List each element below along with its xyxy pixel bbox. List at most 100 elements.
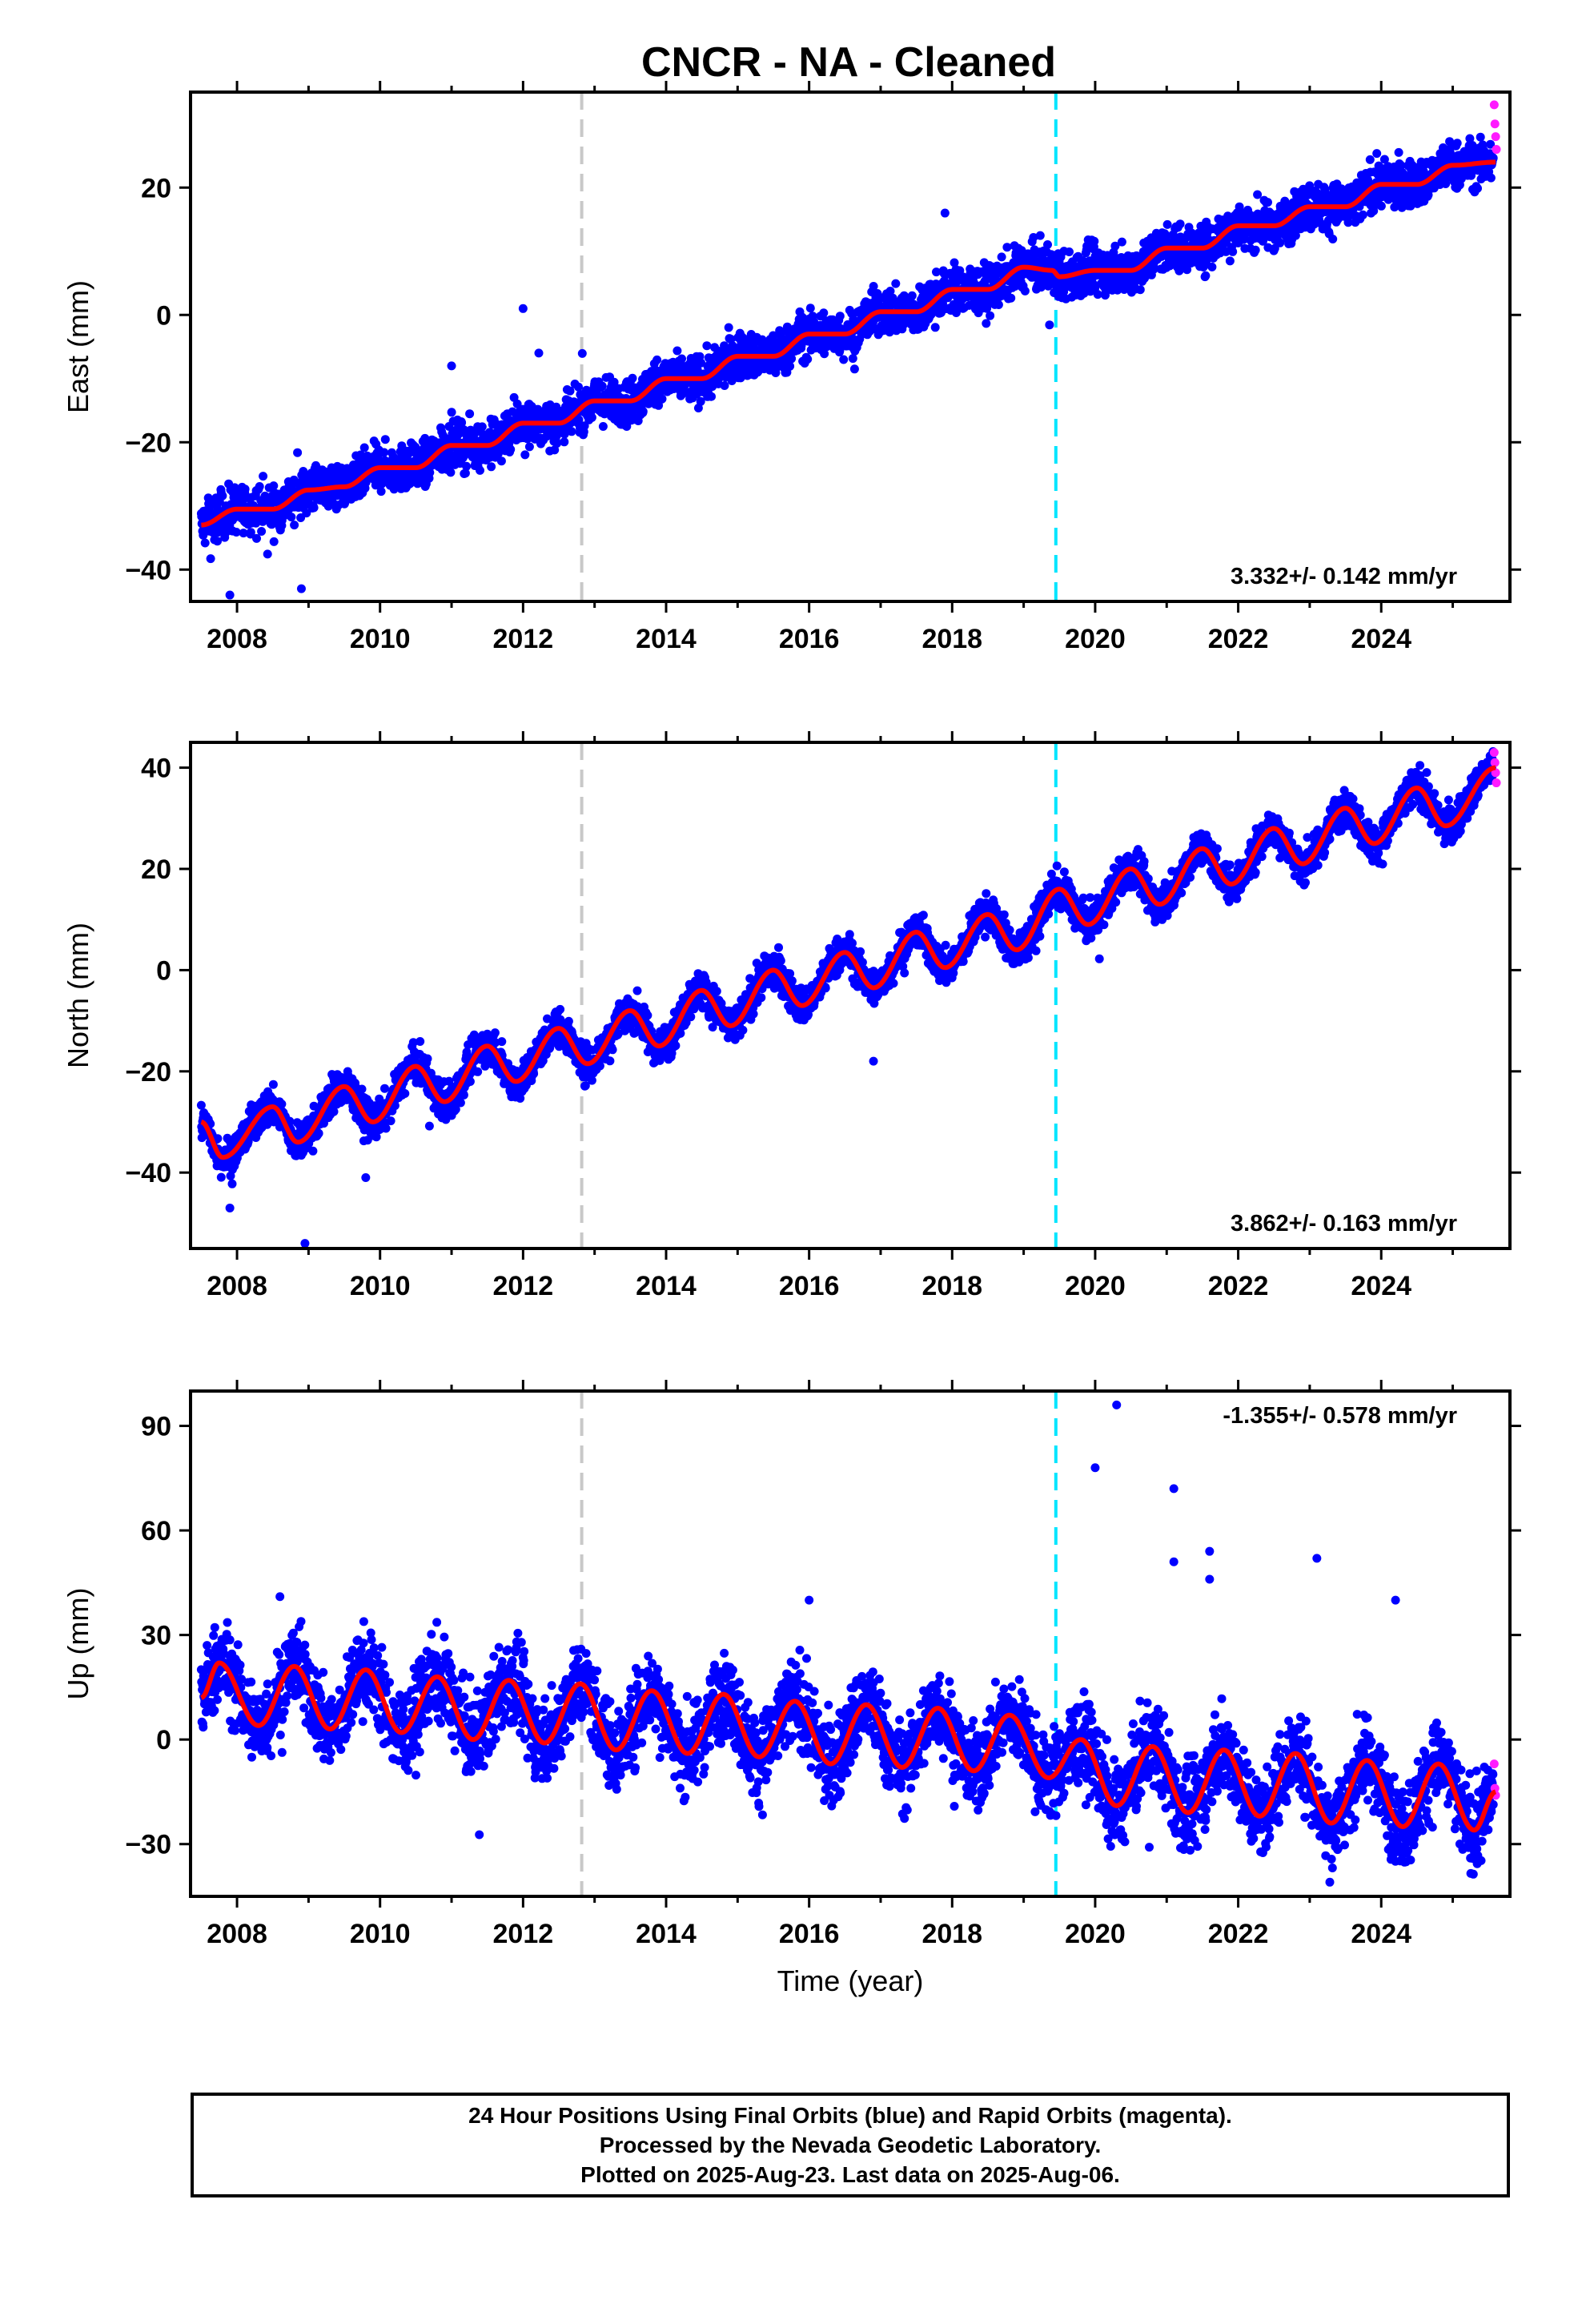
final-orbit-point [287, 513, 296, 522]
final-orbit-point [820, 349, 829, 359]
final-orbit-point [355, 450, 365, 460]
final-orbit-point [1465, 134, 1475, 143]
final-orbit-point [534, 348, 544, 358]
final-orbit-point [1365, 155, 1375, 164]
final-orbit-point [285, 1116, 295, 1126]
x-tick-label: 2024 [1351, 624, 1411, 654]
y-tick-label: −20 [125, 428, 171, 458]
final-orbit-point [1182, 265, 1192, 275]
final-orbit-point [835, 312, 845, 321]
final-orbit-point [696, 396, 705, 406]
final-orbit-point [379, 448, 389, 457]
final-orbit-point [424, 1121, 434, 1131]
final-orbit-points-east [196, 132, 1498, 600]
final-orbit-point [462, 461, 472, 471]
rapid-orbit-point [1489, 100, 1499, 110]
final-orbit-point [255, 482, 264, 491]
final-orbit-point [785, 361, 795, 371]
final-orbit-point [277, 1100, 287, 1109]
final-orbit-point [314, 1128, 323, 1138]
outlier-point [225, 590, 235, 600]
x-tick-label: 2022 [1208, 624, 1269, 654]
final-orbit-point [240, 485, 250, 494]
final-orbit-point [787, 354, 797, 364]
final-orbit-point [1486, 173, 1496, 183]
final-orbit-point [805, 304, 815, 313]
final-orbit-point [1328, 235, 1338, 243]
final-orbit-point [899, 320, 908, 329]
final-orbit-point [1117, 237, 1126, 247]
final-orbit-point [459, 1090, 468, 1100]
panel-east: 2008 2010 2012 2014 2016 2018 2020 2022 2024−40−… [62, 81, 1521, 654]
final-orbit-point [1376, 201, 1386, 211]
final-orbit-point [720, 381, 729, 390]
final-orbit-point [707, 392, 716, 401]
final-orbit-point [950, 258, 959, 267]
final-orbit-point [567, 427, 576, 436]
final-orbit-point [1394, 147, 1403, 157]
final-orbit-point [216, 1172, 226, 1182]
final-orbit-point [849, 364, 859, 374]
final-orbit-point [1473, 183, 1482, 193]
final-orbit-point [891, 279, 901, 288]
final-orbit-point [628, 373, 637, 383]
final-orbit-point [460, 468, 470, 478]
final-orbit-point [955, 266, 965, 275]
rapid-orbit-point [1491, 132, 1500, 142]
final-orbit-point [263, 549, 272, 559]
final-orbit-point [1253, 190, 1263, 199]
final-orbit-point [1043, 240, 1052, 249]
final-orbit-point [782, 322, 792, 332]
final-orbit-point [1175, 219, 1185, 229]
final-orbit-point [380, 435, 390, 444]
final-orbit-point [1275, 238, 1285, 247]
x-tick-label: 2008 [207, 624, 267, 654]
final-orbit-point [308, 1146, 318, 1156]
final-orbit-point [473, 1067, 483, 1076]
final-orbit-point [1343, 218, 1353, 227]
final-orbit-point [930, 323, 940, 332]
final-orbit-point [587, 412, 596, 422]
final-orbit-point [411, 442, 420, 452]
final-orbit-point [456, 1098, 465, 1108]
y-tick-label: 20 [141, 173, 171, 203]
final-orbit-point [598, 422, 608, 431]
rate-label: 3.332+/- 0.142 mm/yr [1231, 564, 1457, 589]
final-orbit-point [997, 252, 1006, 262]
final-orbit-point [302, 509, 311, 518]
final-orbit-point [390, 1101, 400, 1111]
final-orbit-point [239, 529, 248, 538]
final-orbit-point [839, 355, 849, 364]
final-orbit-point [609, 377, 619, 387]
final-orbit-point [580, 421, 589, 431]
rapid-orbit-point [1490, 119, 1500, 129]
final-orbit-point [673, 346, 682, 356]
final-orbit-point [196, 1100, 206, 1110]
final-orbit-point [1358, 210, 1367, 219]
final-orbit-point [1291, 231, 1300, 240]
final-orbit-point [386, 1116, 396, 1126]
final-orbit-point [869, 282, 878, 291]
final-orbit-point [986, 311, 995, 320]
final-orbit-point [1372, 149, 1382, 159]
final-orbit-point [416, 1037, 425, 1046]
outlier-point [296, 584, 306, 593]
final-orbit-point [446, 468, 456, 477]
final-orbit-point [677, 354, 686, 364]
final-orbit-point [218, 491, 227, 501]
rapid-orbit-point [1492, 145, 1501, 155]
final-orbit-point [1225, 256, 1235, 266]
final-orbit-point [381, 1124, 391, 1133]
y-tick-label: 0 [156, 300, 171, 331]
final-orbit-point [400, 1089, 410, 1098]
final-orbit-point [465, 409, 475, 419]
final-orbit-point [512, 399, 522, 408]
final-orbit-point [982, 319, 991, 328]
final-orbit-point [425, 468, 435, 477]
final-orbit-point [550, 445, 560, 455]
final-orbit-point [702, 341, 712, 351]
final-orbit-point [1002, 243, 1012, 252]
final-orbit-point [476, 465, 484, 475]
final-orbit-point [565, 386, 575, 396]
final-orbit-point [206, 554, 215, 564]
